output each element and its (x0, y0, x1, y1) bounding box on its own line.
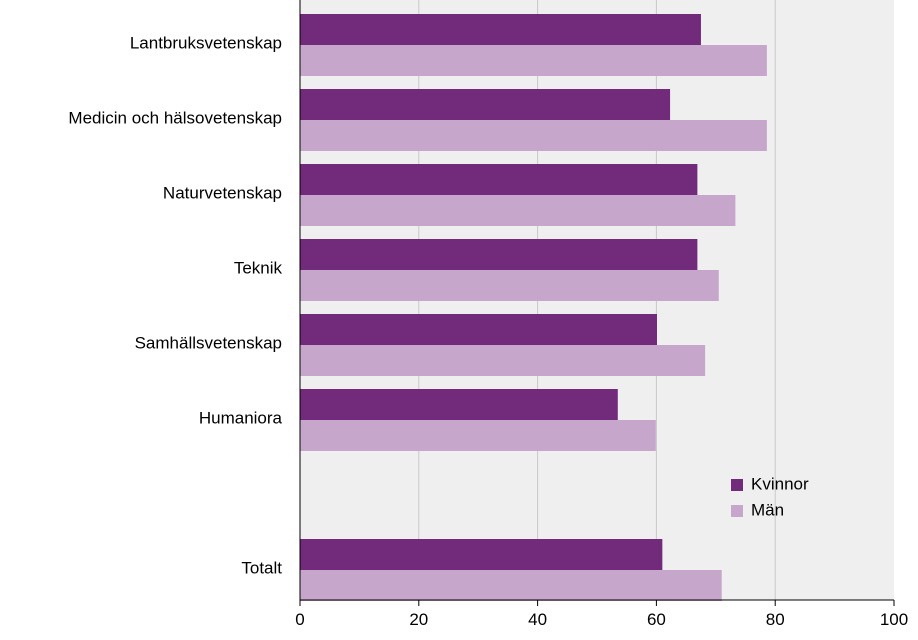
bar-män-7 (300, 570, 722, 601)
x-tick-label: 0 (295, 610, 304, 629)
bar-män-0 (300, 45, 767, 76)
category-label: Naturvetenskap (163, 183, 282, 202)
bar-kvinnor-4 (300, 314, 657, 345)
bar-kvinnor-2 (300, 164, 698, 195)
x-tick-label: 20 (409, 610, 428, 629)
legend-swatch-män (731, 505, 743, 517)
category-label: Teknik (234, 258, 283, 277)
category-label: Samhällsvetenskap (135, 333, 282, 352)
bar-kvinnor-7 (300, 539, 663, 570)
bar-män-1 (300, 120, 767, 151)
bar-kvinnor-3 (300, 239, 698, 270)
bar-kvinnor-1 (300, 89, 671, 120)
legend-label-kvinnor: Kvinnor (751, 474, 809, 493)
legend-swatch-kvinnor (731, 479, 743, 491)
x-tick-label: 40 (528, 610, 547, 629)
category-label: Totalt (241, 558, 282, 577)
bar-kvinnor-5 (300, 389, 618, 420)
category-labels: Lantbruksvetenskap Medicin och hälsoveten… (68, 33, 282, 577)
x-tick-label: 100 (880, 610, 908, 629)
legend: Kvinnor Män (731, 474, 809, 519)
legend-label-män: Män (751, 500, 784, 519)
bar-män-4 (300, 345, 706, 376)
bar-män-3 (300, 270, 719, 301)
x-axis: 0 20 40 60 80 100 (295, 0, 908, 629)
x-tick-label: 80 (766, 610, 785, 629)
bar-män-5 (300, 420, 656, 451)
category-label: Humaniora (199, 408, 283, 427)
x-tick-label: 60 (647, 610, 666, 629)
bar-män-2 (300, 195, 736, 226)
category-label: Medicin och hälsovetenskap (68, 108, 282, 127)
bars (300, 14, 767, 601)
category-label: Lantbruksvetenskap (130, 33, 282, 52)
bar-kvinnor-0 (300, 14, 701, 45)
